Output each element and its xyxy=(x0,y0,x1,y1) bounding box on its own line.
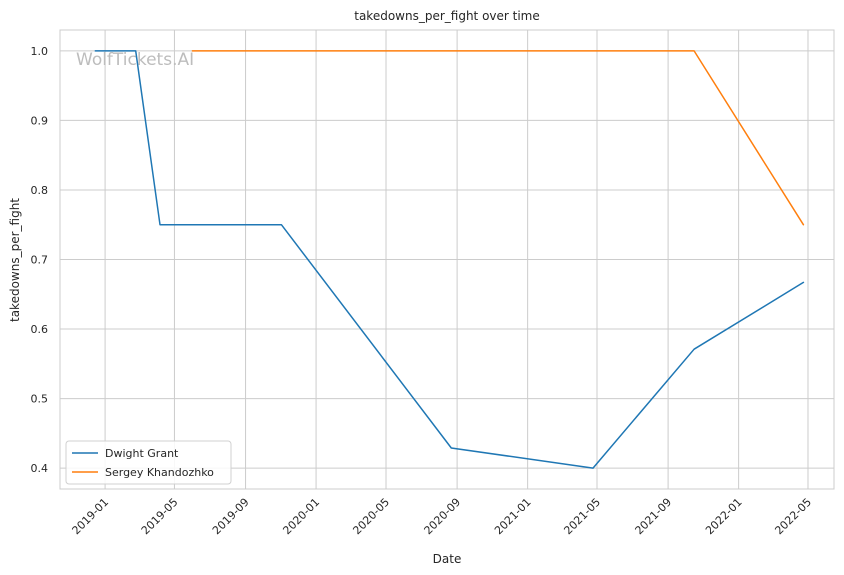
y-tick-label: 0.5 xyxy=(31,393,49,406)
series-line-1 xyxy=(191,50,805,226)
plot-area-frame xyxy=(59,29,835,490)
chart-title: takedowns_per_fight over time xyxy=(354,9,540,23)
y-tick-label: 0.8 xyxy=(31,184,49,197)
y-tick-label: 1.0 xyxy=(31,45,49,58)
y-tick-label: 0.4 xyxy=(31,462,49,475)
series-line-0 xyxy=(94,50,805,469)
legend-label-0: Dwight Grant xyxy=(105,447,179,460)
grid xyxy=(60,30,834,489)
y-axis-ticks: 0.4 0.5 0.6 0.7 0.8 0.9 1.0 xyxy=(31,45,49,475)
y-axis-title: takedowns_per_fight xyxy=(8,198,22,322)
series-layer xyxy=(94,50,805,469)
legend-label-1: Sergey Khandozhko xyxy=(105,466,214,479)
y-tick-label: 0.7 xyxy=(31,254,49,267)
y-tick-label: 0.6 xyxy=(31,323,49,336)
watermark: WolfTickets.AI xyxy=(76,50,194,70)
legend: Dwight Grant Sergey Khandozhko xyxy=(65,440,232,485)
y-tick-label: 0.9 xyxy=(31,114,49,127)
legend-box xyxy=(65,440,232,485)
x-axis-title: Date xyxy=(433,552,462,566)
